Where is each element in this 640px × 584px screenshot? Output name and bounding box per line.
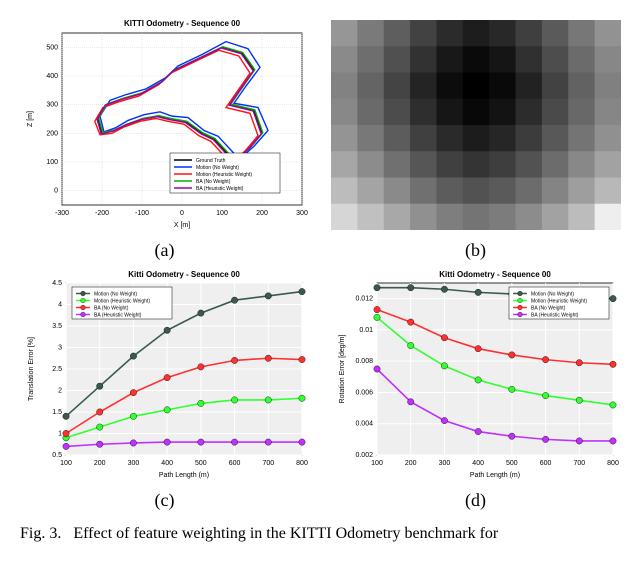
svg-text:Z [m]: Z [m]	[27, 111, 34, 127]
svg-text:Ground Truth: Ground Truth	[196, 158, 226, 164]
svg-text:200: 200	[256, 210, 268, 217]
figure-grid: -300 -200 -100 0 100 200 300 0 100 200 300 400 500 KI…	[0, 0, 640, 510]
svg-text:1.5: 1.5	[52, 409, 62, 416]
svg-text:-100: -100	[134, 210, 148, 217]
svg-text:0.5: 0.5	[52, 452, 62, 459]
svg-text:400: 400	[161, 460, 173, 467]
svg-text:BA (No Weight): BA (No Weight)	[94, 306, 129, 312]
svg-text:Translation Error [%]: Translation Error [%]	[28, 337, 35, 401]
svg-text:0.012: 0.012	[355, 296, 373, 303]
svg-text:BA (No Weight): BA (No Weight)	[531, 306, 566, 312]
svg-text:600: 600	[228, 460, 240, 467]
svg-text:Motion (No Weight): Motion (No Weight)	[196, 165, 239, 171]
svg-text:0.01: 0.01	[359, 327, 373, 334]
svg-text:4.5: 4.5	[52, 280, 62, 287]
svg-text:500: 500	[195, 460, 207, 467]
label-c: (c)	[18, 490, 311, 510]
svg-text:BA (Heuristic Weight): BA (Heuristic Weight)	[94, 313, 142, 319]
svg-text:300: 300	[127, 460, 139, 467]
svg-text:100: 100	[371, 460, 383, 467]
svg-text:100: 100	[46, 159, 58, 166]
caption-text: Effect of feature weighting in the KITTI…	[73, 525, 498, 542]
svg-text:Motion (Heuristic Weight): Motion (Heuristic Weight)	[196, 172, 252, 178]
svg-text:400: 400	[472, 460, 484, 467]
svg-text:0.004: 0.004	[355, 421, 373, 428]
svg-text:800: 800	[607, 460, 619, 467]
svg-text:Path Length (m): Path Length (m)	[158, 472, 208, 479]
svg-text:100: 100	[216, 210, 228, 217]
panel-a: -300 -200 -100 0 100 200 300 0 100 200 300 400 500 KI…	[18, 10, 311, 240]
svg-text:100: 100	[60, 460, 72, 467]
svg-text:BA (No Weight): BA (No Weight)	[196, 179, 231, 185]
svg-text:Path Length (m): Path Length (m)	[469, 472, 519, 479]
panel-b	[329, 10, 622, 240]
svg-text:200: 200	[93, 460, 105, 467]
svg-text:500: 500	[506, 460, 518, 467]
svg-text:4: 4	[58, 302, 62, 309]
panel-d: 100 200 300 400 500 600 700 800 0.002 0.004 0.006 0…	[329, 260, 622, 490]
svg-text:200: 200	[404, 460, 416, 467]
svg-text:2.5: 2.5	[52, 366, 62, 373]
svg-text:Motion (Heuristic Weight): Motion (Heuristic Weight)	[94, 299, 150, 305]
panel-c: 100 200 300 400 500 600 700 800 0.5 1 1.5 2 2.5 3 3.5 4…	[18, 260, 311, 490]
svg-text:300: 300	[438, 460, 450, 467]
svg-text:0: 0	[180, 210, 184, 217]
svg-text:500: 500	[46, 44, 58, 51]
svg-text:0.006: 0.006	[355, 389, 373, 396]
svg-text:BA (Heuristic Weight): BA (Heuristic Weight)	[531, 313, 579, 319]
svg-text:0: 0	[54, 188, 58, 195]
svg-text:600: 600	[539, 460, 551, 467]
figure-caption: Fig. 3. Effect of feature weighting in t…	[0, 510, 640, 545]
svg-text:700: 700	[573, 460, 585, 467]
caption-prefix: Fig. 3.	[20, 525, 61, 542]
svg-text:2: 2	[58, 388, 62, 395]
svg-text:700: 700	[262, 460, 274, 467]
svg-text:400: 400	[46, 73, 58, 80]
svg-text:BA (Heuristic Weight): BA (Heuristic Weight)	[196, 186, 244, 192]
svg-text:Rotation Error [deg/m]: Rotation Error [deg/m]	[339, 335, 346, 404]
svg-text:1: 1	[58, 431, 62, 438]
svg-text:300: 300	[46, 102, 58, 109]
label-b: (b)	[329, 240, 622, 260]
svg-text:-200: -200	[94, 210, 108, 217]
svg-text:Motion (No Weight): Motion (No Weight)	[94, 292, 137, 298]
svg-text:0.008: 0.008	[355, 358, 373, 365]
svg-text:Kitti Odometry - Sequence 00: Kitti Odometry - Sequence 00	[439, 270, 551, 279]
svg-text:300: 300	[296, 210, 308, 217]
label-d: (d)	[329, 490, 622, 510]
svg-text:3: 3	[58, 345, 62, 352]
svg-text:X [m]: X [m]	[173, 222, 189, 229]
svg-text:Motion (No Weight): Motion (No Weight)	[531, 292, 574, 298]
svg-text:200: 200	[46, 130, 58, 137]
svg-text:-300: -300	[54, 210, 68, 217]
svg-text:Kitti Odometry - Sequence 00: Kitti Odometry - Sequence 00	[128, 270, 240, 279]
svg-text:0.002: 0.002	[355, 452, 373, 459]
svg-text:3.5: 3.5	[52, 323, 62, 330]
label-a: (a)	[18, 240, 311, 260]
svg-text:800: 800	[296, 460, 308, 467]
svg-text:KITTI Odometry - Sequence 00: KITTI Odometry - Sequence 00	[123, 19, 240, 28]
svg-text:Motion (Heuristic Weight): Motion (Heuristic Weight)	[531, 299, 587, 305]
